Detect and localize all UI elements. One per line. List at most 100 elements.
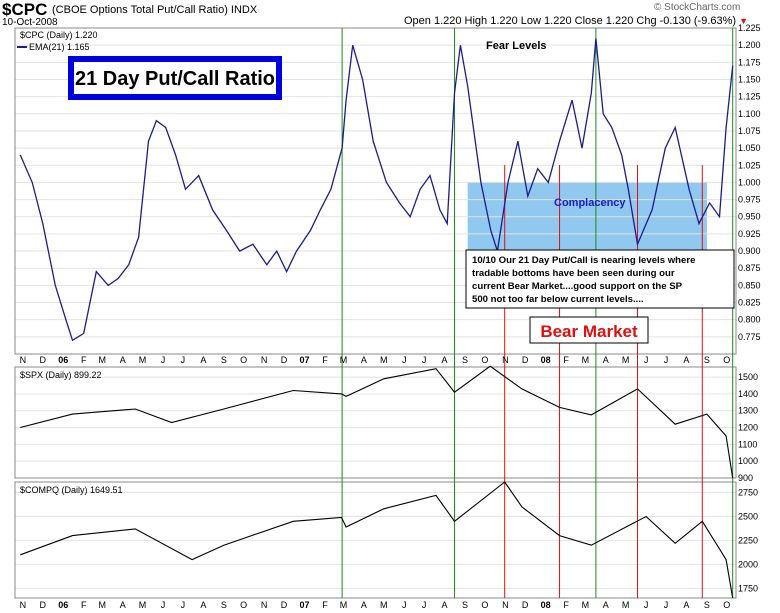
month-label: D bbox=[40, 600, 47, 610]
bear-market-label: Bear Market bbox=[540, 322, 638, 341]
month-label: J bbox=[664, 355, 669, 365]
month-label: O bbox=[481, 600, 488, 610]
month-label: S bbox=[704, 355, 710, 365]
month-label: M bbox=[582, 600, 590, 610]
month-label: S bbox=[462, 355, 468, 365]
month-label: M bbox=[139, 355, 147, 365]
month-label: F bbox=[81, 600, 87, 610]
y-tick-labels: 0.775 0.800 0.825 0.850 0.875 0.900 0.925 0.950… bbox=[738, 23, 761, 593]
y-tick-label: 1.050 bbox=[738, 143, 761, 153]
month-label: 06 bbox=[58, 355, 68, 365]
y-tick-label: 1300 bbox=[738, 406, 758, 416]
month-label: J bbox=[181, 600, 186, 610]
event-lines bbox=[341, 28, 734, 598]
month-label: A bbox=[200, 600, 206, 610]
month-label: M bbox=[622, 600, 630, 610]
month-label: A bbox=[361, 355, 367, 365]
y-tick-label: 1.025 bbox=[738, 160, 761, 170]
series-lines bbox=[19, 38, 734, 599]
month-label: M bbox=[340, 600, 348, 610]
panel2 bbox=[14, 366, 737, 479]
month-label: J bbox=[644, 600, 649, 610]
month-label: N bbox=[502, 600, 509, 610]
note-box: 10/10 Our 21 Day Put/Call is nearing lev… bbox=[465, 249, 735, 309]
y-tick-label: 2250 bbox=[738, 535, 758, 545]
y-tick-label: 1.125 bbox=[738, 92, 761, 102]
month-label: O bbox=[481, 355, 488, 365]
month-label: D bbox=[281, 355, 288, 365]
month-label: S bbox=[704, 600, 710, 610]
month-label: A bbox=[683, 355, 689, 365]
month-label: F bbox=[81, 355, 87, 365]
note-line-4: 500 not too far below current levels.... bbox=[472, 294, 644, 305]
month-label: N bbox=[502, 355, 509, 365]
y-tick-label: 0.975 bbox=[738, 195, 761, 205]
legend-ema-label: EMA(21) 1.165 bbox=[29, 42, 90, 52]
y-tick-label: 0.850 bbox=[738, 280, 761, 290]
month-label: D bbox=[40, 355, 47, 365]
y-tick-label: 1.200 bbox=[738, 40, 761, 50]
month-label: A bbox=[200, 355, 206, 365]
complacency-label: Complacency bbox=[554, 197, 626, 209]
month-label: N bbox=[261, 600, 268, 610]
ohlc-readout: Open 1.220 High 1.220 Low 1.220 Close 1.… bbox=[404, 15, 748, 27]
month-label: M bbox=[622, 355, 630, 365]
series-line-0 bbox=[19, 38, 734, 342]
month-label: S bbox=[462, 600, 468, 610]
month-label: O bbox=[240, 355, 247, 365]
panel3 bbox=[14, 481, 737, 599]
chart-symbol: $CPC bbox=[2, 0, 48, 19]
y-tick-label: 900 bbox=[738, 473, 753, 483]
month-labels: N N D D 06 06 F F M M A A M M J J J J A A S S O O N N D D 07 07 F F M M A A… bbox=[20, 355, 731, 610]
chart-date: 10-Oct-2008 bbox=[2, 17, 58, 28]
y-tick-label: 1100 bbox=[738, 439, 757, 449]
month-label: J bbox=[644, 355, 649, 365]
fear-levels-label: Fear Levels bbox=[486, 40, 547, 52]
legend-compq-label: $COMPQ (Daily) 1649.51 bbox=[20, 485, 123, 495]
gridlines-compq bbox=[15, 492, 736, 589]
month-label: F bbox=[563, 355, 569, 365]
month-label: J bbox=[161, 600, 166, 610]
title-text: 21 Day Put/Call Ratio bbox=[75, 68, 275, 90]
month-label: O bbox=[723, 600, 730, 610]
series-line-1 bbox=[20, 365, 734, 479]
chart-description: (CBOE Options Total Put/Call Ratio) INDX bbox=[52, 4, 258, 16]
month-label: M bbox=[340, 355, 348, 365]
y-tick-label: 1750 bbox=[738, 583, 758, 593]
month-label: 07 bbox=[299, 355, 309, 365]
month-label: D bbox=[522, 600, 529, 610]
month-label: F bbox=[563, 600, 569, 610]
y-tick-label: 2000 bbox=[738, 559, 758, 569]
month-label: J bbox=[402, 355, 407, 365]
month-label: A bbox=[361, 600, 367, 610]
y-tick-label: 0.800 bbox=[738, 315, 761, 325]
month-label: A bbox=[603, 600, 609, 610]
month-label: M bbox=[380, 600, 388, 610]
month-label: F bbox=[322, 600, 328, 610]
month-label: A bbox=[120, 600, 126, 610]
series-line-2 bbox=[20, 481, 734, 599]
y-tick-label: 1500 bbox=[738, 372, 758, 382]
month-label: N bbox=[20, 355, 27, 365]
panel2-frame bbox=[14, 366, 737, 479]
month-label: N bbox=[20, 600, 27, 610]
title-box: 21 Day Put/Call Ratio bbox=[68, 56, 282, 100]
bear-market-box: Bear Market bbox=[529, 316, 649, 344]
month-label: A bbox=[120, 355, 126, 365]
month-label: M bbox=[582, 355, 590, 365]
down-triangle-icon: ▼ bbox=[739, 16, 749, 26]
month-label: F bbox=[322, 355, 328, 365]
ohlc-text: Open 1.220 High 1.220 Low 1.220 Close 1.… bbox=[404, 15, 737, 27]
month-label: J bbox=[181, 355, 186, 365]
month-label: S bbox=[221, 355, 227, 365]
panel3-frame bbox=[14, 481, 737, 599]
month-label: 06 bbox=[58, 600, 68, 610]
month-label: A bbox=[683, 600, 689, 610]
month-label: 08 bbox=[541, 600, 551, 610]
y-tick-label: 0.950 bbox=[738, 212, 761, 222]
y-tick-label: 1.175 bbox=[738, 57, 761, 67]
y-tick-label: 0.925 bbox=[738, 229, 761, 239]
month-label: O bbox=[723, 355, 730, 365]
panel1-frame bbox=[14, 27, 737, 355]
month-label: J bbox=[422, 600, 427, 610]
